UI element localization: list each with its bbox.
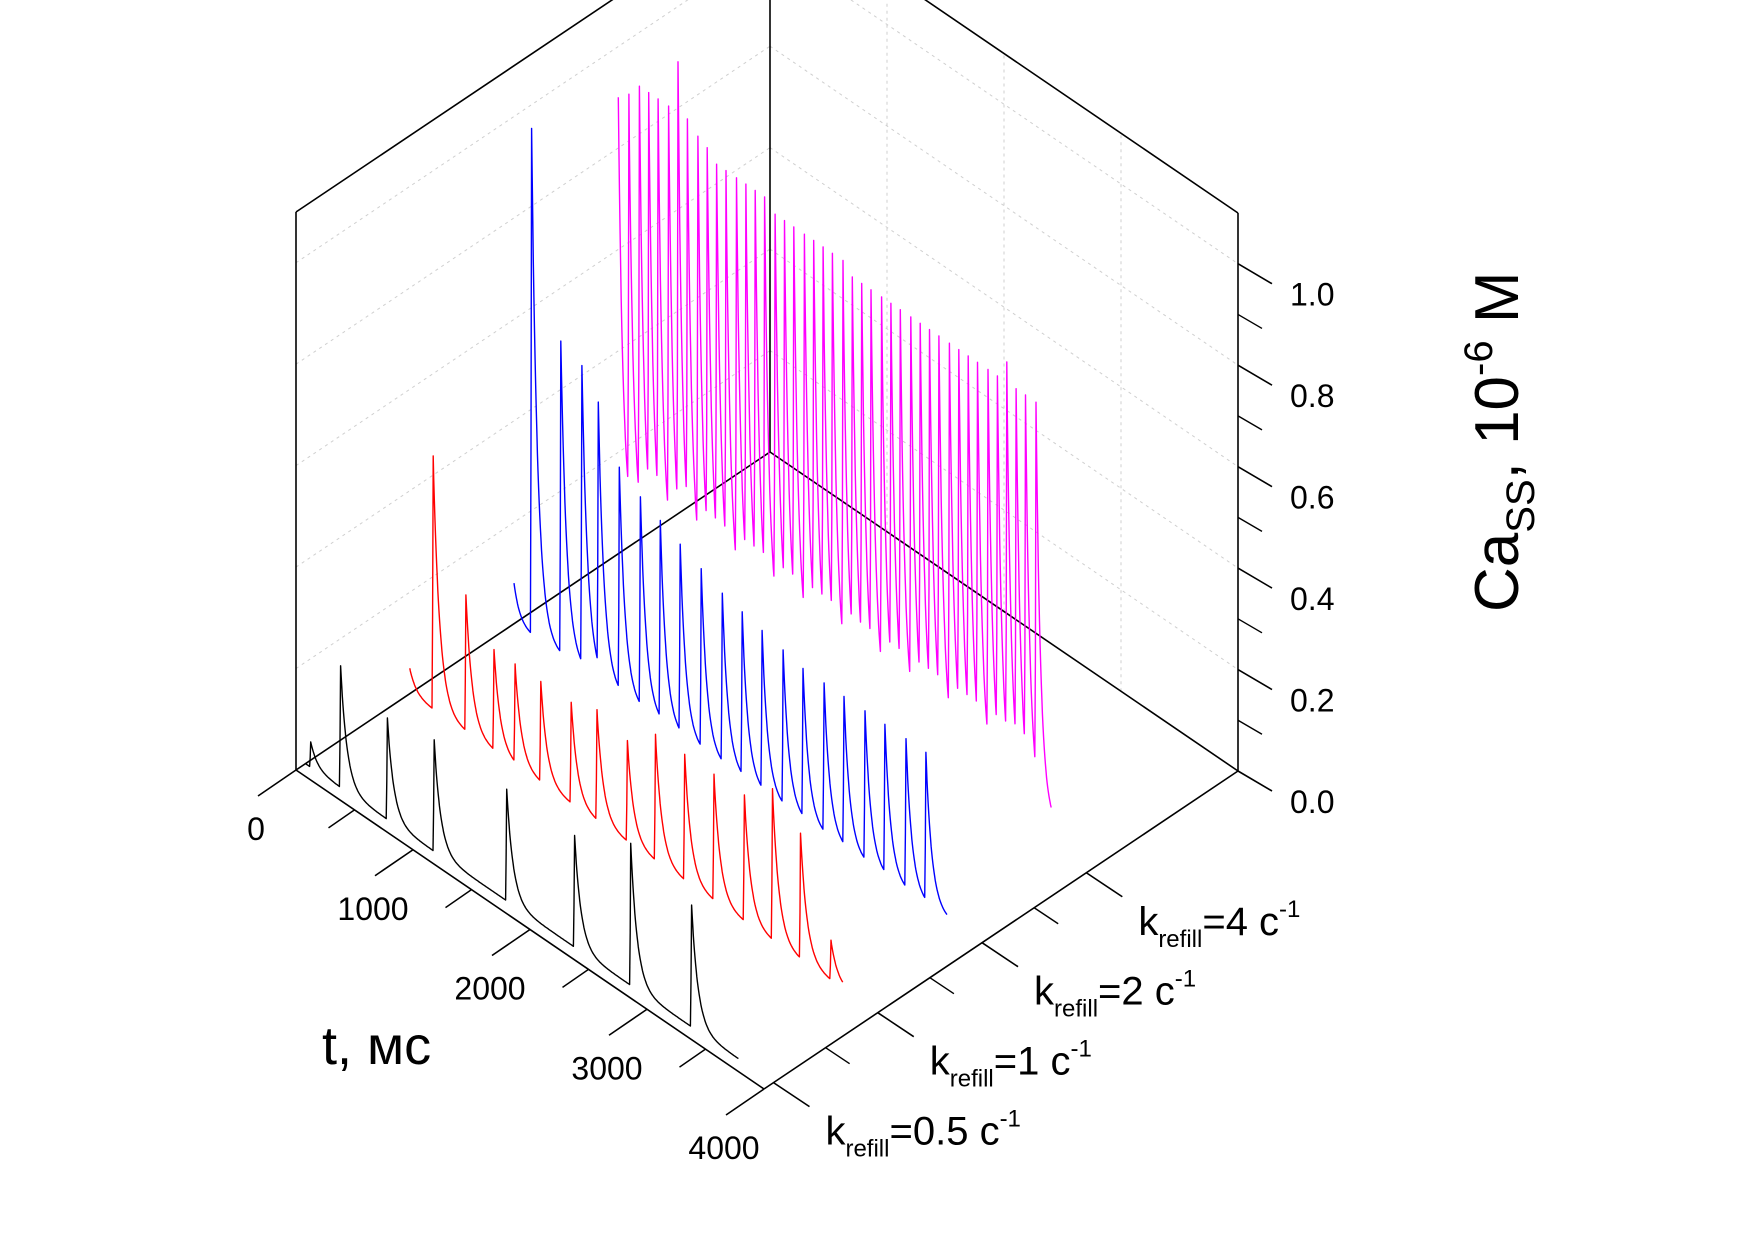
depth-label-sup: -1 bbox=[1070, 1036, 1091, 1063]
data-series bbox=[305, 61, 1052, 1060]
z-tick bbox=[1237, 668, 1273, 691]
depth-tick bbox=[981, 942, 1019, 968]
depth-label-sub: refill bbox=[950, 1066, 994, 1093]
z-minor-tick bbox=[1237, 415, 1263, 431]
depth-label-main: =4 c bbox=[1202, 900, 1279, 944]
depth-label-sup: -1 bbox=[1279, 896, 1300, 923]
x-tick-label: 2000 bbox=[454, 971, 525, 1007]
z-title-sub: SS bbox=[1499, 479, 1543, 532]
x-tick-label: 0 bbox=[247, 811, 265, 847]
x-minor-tick bbox=[679, 1048, 706, 1068]
depth-label-main: =1 c bbox=[994, 1040, 1071, 1084]
depth-label-sup: -1 bbox=[1175, 966, 1196, 993]
x-minor-tick bbox=[562, 968, 589, 988]
x-tick bbox=[491, 928, 531, 957]
depth-category-label: krefill=1 c-1 bbox=[930, 1036, 1092, 1093]
x-tick-label: 4000 bbox=[688, 1130, 759, 1166]
series-line bbox=[305, 665, 739, 1060]
depth-label-sub: refill bbox=[1158, 926, 1202, 953]
x-axis-title: t, мс bbox=[322, 1016, 431, 1076]
depth-minor-tick bbox=[929, 977, 955, 995]
series-line bbox=[409, 455, 844, 983]
depth-tick bbox=[1085, 872, 1123, 898]
z-minor-tick bbox=[1237, 719, 1263, 735]
axis-frame-edge bbox=[763, 770, 1239, 1090]
z-title-base: Ca bbox=[1463, 532, 1532, 612]
x-tick bbox=[608, 1008, 648, 1036]
depth-label-sup: -1 bbox=[1000, 1106, 1021, 1133]
x-tick bbox=[374, 849, 414, 877]
z-minor-tick bbox=[1237, 313, 1263, 330]
axis-labels: 010002000300040000.00.20.40.60.81.0krefi… bbox=[247, 272, 1543, 1167]
grid-line-back-wall bbox=[850, 0, 1239, 265]
axis-ticks bbox=[257, 263, 1273, 1116]
depth-label-sub: refill bbox=[1054, 996, 1098, 1023]
z-title-unit: M bbox=[1463, 272, 1532, 341]
depth-label-prefix: k bbox=[930, 1040, 951, 1084]
depth-category-label: krefill=0.5 c-1 bbox=[825, 1106, 1020, 1163]
depth-label-prefix: k bbox=[1138, 900, 1159, 944]
x-tick-label: 3000 bbox=[571, 1050, 642, 1086]
grid-line-back-wall bbox=[769, 350, 1239, 670]
x-tick bbox=[725, 1088, 765, 1116]
x-tick-label: 1000 bbox=[337, 891, 408, 927]
axis-frame-edge bbox=[769, 451, 1239, 772]
z-tick-label: 0.2 bbox=[1290, 683, 1334, 719]
x-minor-tick bbox=[445, 889, 472, 909]
x-tick bbox=[257, 769, 297, 797]
z-tick-label: 0.6 bbox=[1290, 480, 1334, 516]
axis-frame-edge bbox=[295, 451, 771, 771]
x-minor-tick bbox=[328, 809, 355, 829]
depth-label-prefix: k bbox=[825, 1110, 846, 1154]
grid-line-back-wall bbox=[769, 147, 1239, 468]
z-tick-label: 1.0 bbox=[1290, 277, 1334, 313]
z-tick bbox=[1237, 770, 1273, 792]
z-tick-label: 0.0 bbox=[1290, 784, 1334, 820]
z-tick bbox=[1237, 364, 1273, 386]
depth-tick bbox=[773, 1081, 810, 1108]
depth-tick bbox=[877, 1012, 915, 1038]
grid-line-left-wall bbox=[295, 350, 771, 669]
depth-category-label: krefill=2 c-1 bbox=[1034, 966, 1196, 1023]
depth-label-main: =0.5 c bbox=[889, 1110, 999, 1154]
depth-label-main: =2 c bbox=[1098, 970, 1175, 1014]
z-title-sup: -6 bbox=[1457, 340, 1501, 376]
grid-line-back-wall bbox=[769, 248, 1239, 569]
grid-line-left-wall bbox=[295, 248, 771, 568]
z-tick-label: 0.4 bbox=[1290, 581, 1334, 617]
z-axis-title: CaSS, 10-6 M bbox=[1457, 272, 1543, 613]
depth-label-sub: refill bbox=[845, 1136, 889, 1163]
grid-line-back-wall bbox=[769, 45, 1239, 366]
z-tick bbox=[1237, 567, 1273, 589]
z-minor-tick bbox=[1237, 516, 1263, 532]
axis-frame-edge bbox=[295, 0, 614, 213]
depth-minor-tick bbox=[825, 1047, 851, 1065]
z-tick bbox=[1237, 263, 1273, 285]
axis-frame-edge bbox=[924, 0, 1239, 214]
z-minor-tick bbox=[1237, 618, 1263, 634]
depth-minor-tick bbox=[1033, 907, 1059, 925]
series-line bbox=[617, 61, 1052, 808]
axis-frame bbox=[295, 0, 1239, 1090]
z-tick bbox=[1237, 465, 1273, 488]
depth-category-label: krefill=4 c-1 bbox=[1138, 896, 1300, 953]
z-tick-label: 0.8 bbox=[1290, 378, 1334, 414]
series-line bbox=[513, 127, 948, 915]
z-title-mid: , 10 bbox=[1463, 376, 1532, 479]
depth-label-prefix: k bbox=[1034, 970, 1055, 1014]
